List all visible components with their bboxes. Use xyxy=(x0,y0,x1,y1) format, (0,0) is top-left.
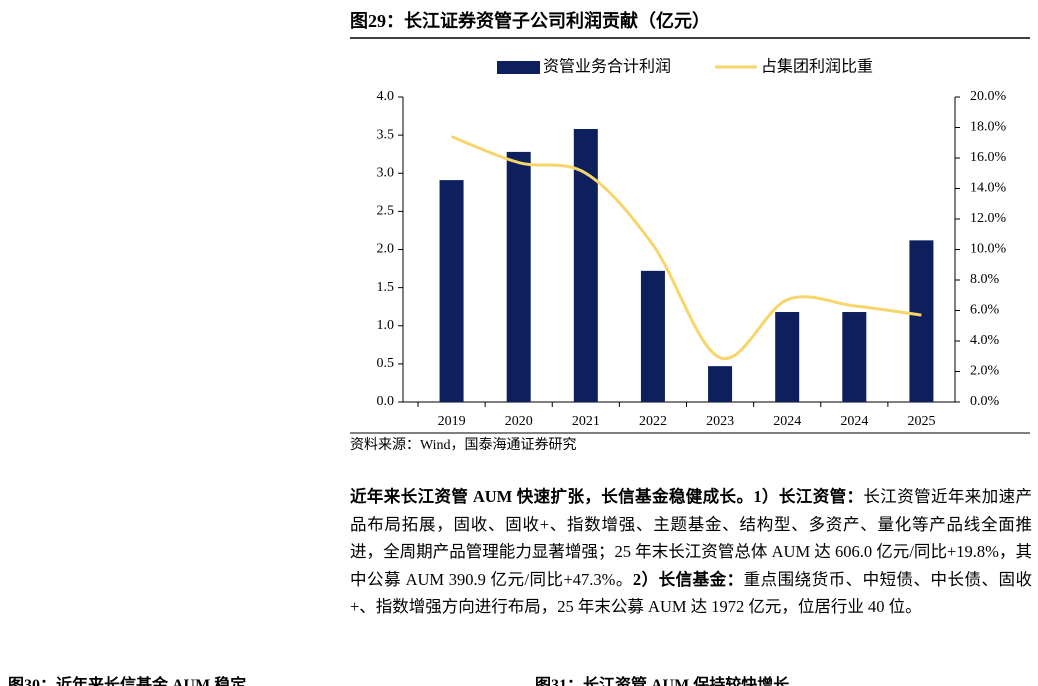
y2-tick-label: 0.0% xyxy=(970,394,1000,409)
text: 长江资管近年来加速产品布局拓展，固收、固收+、指数增强、主题基金、结构型、多资产… xyxy=(350,487,1033,589)
bar xyxy=(439,180,464,402)
caption: 图31：长江资管 AUM 保持较快增长 xyxy=(535,677,790,686)
y-tick-label: 3.0 xyxy=(377,165,395,180)
x-tick-label: 2020 xyxy=(505,414,533,429)
y-tick-label: 1.0 xyxy=(377,318,395,333)
bar xyxy=(775,312,800,402)
x-tick-label: 2021 xyxy=(572,414,600,429)
y2-tick-label: 4.0% xyxy=(970,333,1000,348)
y2-tick-label: 2.0% xyxy=(970,364,1000,379)
y2-tick-label: 8.0% xyxy=(970,272,1000,287)
y2-tick-label: 10.0% xyxy=(970,242,1007,257)
source: 资料来源：Wind，国泰海通证券研究 xyxy=(350,437,577,453)
x-tick-label: 2019 xyxy=(438,414,466,429)
y-tick-label: 0.0 xyxy=(377,394,395,409)
y-tick-label: 4.0 xyxy=(377,89,395,104)
caption: 图30：近年来长信基金 AUM 稳定 xyxy=(8,677,247,686)
y-tick-label: 2.0 xyxy=(377,242,395,257)
x-tick-label: 2023 xyxy=(706,414,734,429)
y2-tick-label: 12.0% xyxy=(970,211,1007,226)
bar xyxy=(909,240,934,402)
y2-tick-label: 16.0% xyxy=(970,150,1007,165)
x-tick-label: 2025 xyxy=(907,414,935,429)
bar xyxy=(640,270,665,402)
x-tick-label: 2024 xyxy=(773,414,801,429)
y2-tick-label: 6.0% xyxy=(970,303,1000,318)
text: 近年来长江资管 AUM 快速扩张，长信基金稳健成长。1）长江资管： xyxy=(350,487,864,506)
x-tick-label: 2024 xyxy=(840,414,868,429)
y2-tick-label: 18.0% xyxy=(970,120,1007,135)
y-tick-label: 2.5 xyxy=(377,204,395,219)
legend-label: 占集团利润比重 xyxy=(761,58,873,76)
text: 重点围绕货币、中短债、中长债、固收+、指数增强方向进行布局，25 年末公募 AU… xyxy=(350,569,1033,617)
bar xyxy=(842,312,867,402)
x-tick-label: 2022 xyxy=(639,414,667,429)
paragraph: 近年来长江资管 AUM 快速扩张，长信基金稳健成长。1）长江资管：长江资管近年来… xyxy=(350,483,1032,621)
y-tick-label: 0.5 xyxy=(377,356,395,371)
line xyxy=(451,135,922,361)
y2-tick-label: 20.0% xyxy=(970,89,1007,104)
y-tick-label: 1.5 xyxy=(377,280,395,295)
legend-swatch xyxy=(497,61,540,74)
bar xyxy=(708,366,733,402)
y-tick-label: 3.5 xyxy=(377,127,395,142)
text: 2）长信基金： xyxy=(632,569,744,589)
legend-label: 资管业务合计利润 xyxy=(543,58,671,76)
bar xyxy=(506,151,531,402)
chart-title: 图29：长江证券资管子公司利润贡献（亿元） xyxy=(350,10,710,31)
y2-tick-label: 14.0% xyxy=(970,181,1007,196)
